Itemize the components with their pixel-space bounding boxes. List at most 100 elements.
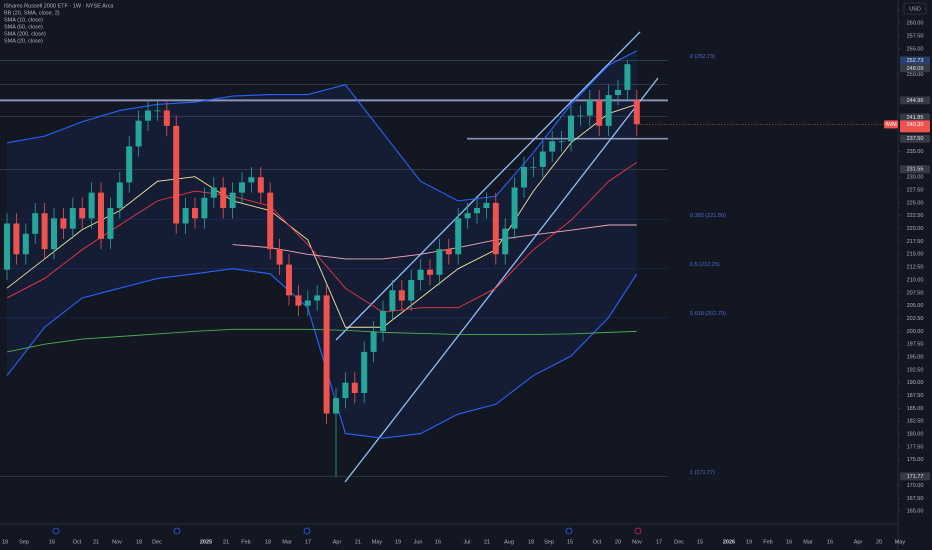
candle-body bbox=[389, 290, 396, 311]
y-tick-label: 257.50 bbox=[907, 33, 924, 39]
x-tick-label: Feb bbox=[763, 539, 772, 545]
y-tick-label: 182.50 bbox=[907, 419, 924, 425]
y-tick-label: 205.00 bbox=[907, 303, 924, 309]
level-label-box bbox=[900, 134, 930, 143]
event-icon[interactable] bbox=[565, 527, 573, 535]
x-tick-label: 19 bbox=[746, 539, 752, 545]
candle-body bbox=[624, 64, 631, 90]
x-tick-label: 20 bbox=[615, 539, 621, 545]
x-tick-label: Oct bbox=[73, 539, 82, 545]
fib-label: 0.618 (202.70) bbox=[690, 311, 726, 317]
x-tick-label: Aug bbox=[504, 539, 514, 545]
event-icon[interactable] bbox=[52, 527, 60, 535]
x-tick-label: 15 bbox=[697, 539, 703, 545]
x-tick-label: May bbox=[895, 539, 906, 545]
indicator-line bbox=[6, 161, 638, 313]
event-icon[interactable] bbox=[173, 527, 181, 535]
candle-body bbox=[32, 213, 39, 234]
candle-body bbox=[69, 208, 76, 229]
y-tick-label: 200.00 bbox=[907, 329, 924, 335]
y-tick-label: 227.50 bbox=[907, 188, 924, 194]
legend-entry: BB (20, SMA, close, 2) bbox=[4, 10, 60, 16]
y-tick-label: 202.50 bbox=[907, 316, 924, 322]
candle-body bbox=[596, 100, 603, 126]
level-label-box bbox=[900, 96, 930, 105]
level-label-box bbox=[900, 472, 930, 481]
candle-body bbox=[370, 331, 377, 352]
candle-body bbox=[530, 166, 537, 168]
y-tick-label: 170.00 bbox=[907, 483, 924, 489]
candle-body bbox=[145, 110, 151, 121]
legend-entry: SMA (20, close) bbox=[4, 38, 43, 44]
event-icon[interactable] bbox=[303, 527, 311, 535]
last-price-label: 240.30 bbox=[907, 122, 924, 128]
bands-layer bbox=[7, 50, 637, 439]
x-tick-label: Nov bbox=[632, 539, 642, 545]
y-tick-label: 210.00 bbox=[907, 277, 924, 283]
level-label: 231.55 bbox=[907, 167, 924, 173]
y-tick-label: 207.50 bbox=[907, 290, 924, 296]
y-tick-label: 185.00 bbox=[907, 406, 924, 412]
x-tick-label: 19 bbox=[395, 539, 401, 545]
candle-body bbox=[521, 166, 527, 188]
candle-body bbox=[182, 208, 189, 224]
candle-body bbox=[455, 218, 462, 255]
candle-body bbox=[502, 228, 509, 255]
y-tick-label: 217.50 bbox=[907, 239, 924, 245]
candle-body bbox=[492, 202, 499, 255]
candle-body bbox=[13, 223, 20, 255]
event-icon[interactable] bbox=[634, 527, 642, 535]
candle-body bbox=[229, 192, 236, 209]
x-tick-label: Dec bbox=[152, 539, 162, 545]
candle-body bbox=[568, 115, 574, 142]
level-label: 244.96 bbox=[907, 98, 924, 104]
level-label: 252.73 bbox=[907, 58, 924, 64]
x-tick-label: 16 bbox=[49, 539, 55, 545]
y-tick-label: 260.00 bbox=[907, 21, 924, 27]
candle-body bbox=[558, 141, 565, 143]
level-label: 248.09 bbox=[907, 66, 924, 72]
x-tick-label: 15 bbox=[567, 539, 573, 545]
x-tick-label: Mar bbox=[803, 539, 813, 545]
candle-body bbox=[135, 120, 142, 147]
x-tick-label: 20 bbox=[876, 539, 882, 545]
indicator-line bbox=[6, 50, 638, 202]
x-tick-label: Apr bbox=[854, 539, 863, 545]
indicator-line bbox=[6, 103, 637, 328]
level-label-box bbox=[900, 64, 930, 73]
fib-label: 0.382 (221.80) bbox=[690, 213, 726, 219]
candle-body bbox=[22, 233, 29, 255]
y-tick-label: 215.00 bbox=[907, 252, 924, 258]
symbol-box bbox=[884, 120, 898, 129]
candle-body bbox=[398, 290, 405, 301]
candle-body bbox=[126, 146, 133, 183]
x-tick-label: 21 bbox=[93, 539, 99, 545]
legend-entry: SMA (200, close) bbox=[4, 31, 46, 37]
candle-body bbox=[511, 187, 518, 229]
y-tick-label: 222.50 bbox=[907, 213, 924, 219]
candle-body bbox=[586, 100, 593, 116]
fib-label: 0.5 (212.25) bbox=[690, 262, 720, 268]
candle-body bbox=[539, 151, 546, 167]
candle-body bbox=[248, 177, 255, 183]
candle-body bbox=[361, 351, 368, 393]
x-tick-label: Jun bbox=[414, 539, 423, 545]
fib-label: 1 (171.77) bbox=[690, 470, 715, 476]
level-label-box bbox=[900, 113, 930, 122]
level-label: 171.77 bbox=[907, 474, 924, 480]
candle-body bbox=[333, 398, 339, 414]
x-tick-label: 2025 bbox=[200, 539, 212, 545]
candle-body bbox=[154, 110, 161, 112]
y-tick-label: 192.50 bbox=[907, 367, 924, 373]
candle-body bbox=[4, 223, 10, 270]
level-label: 237.50 bbox=[907, 136, 924, 142]
candle-body bbox=[408, 279, 415, 301]
level-label: 241.85 bbox=[907, 115, 924, 121]
x-tick-label: 18 bbox=[265, 539, 271, 545]
candle-body bbox=[483, 202, 490, 209]
x-tick-label: 18 bbox=[136, 539, 142, 545]
candle-body bbox=[173, 125, 180, 224]
currency-box[interactable] bbox=[903, 2, 927, 15]
y-tick-label: 235.00 bbox=[907, 149, 924, 155]
